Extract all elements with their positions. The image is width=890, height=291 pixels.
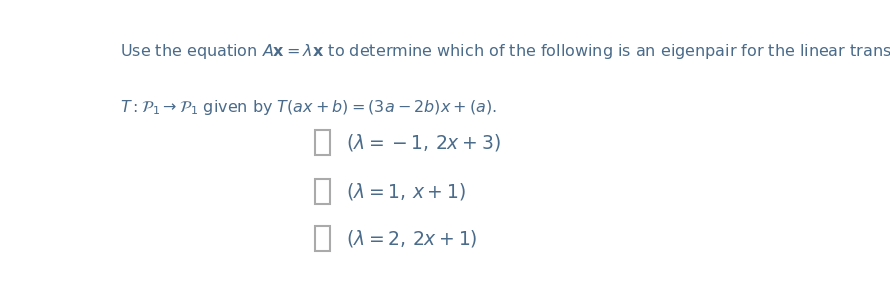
Bar: [315, 130, 330, 155]
Bar: [315, 226, 330, 251]
Text: $T : \mathcal{P}_1 \rightarrow \mathcal{P}_1$ given by $T(ax + b) = (3a - 2b)x +: $T : \mathcal{P}_1 \rightarrow \mathcal{…: [120, 98, 498, 117]
Text: $(\lambda = 2,\, 2x + 1)$: $(\lambda = 2,\, 2x + 1)$: [345, 228, 477, 249]
Bar: [315, 180, 330, 204]
Text: Use the equation $A\mathbf{x} = \lambda\mathbf{x}$ to determine which of the fol: Use the equation $A\mathbf{x} = \lambda\…: [120, 42, 890, 61]
Text: $(\lambda = -1,\, 2x + 3)$: $(\lambda = -1,\, 2x + 3)$: [345, 132, 500, 153]
Text: $(\lambda = 1,\, x + 1)$: $(\lambda = 1,\, x + 1)$: [345, 181, 465, 202]
